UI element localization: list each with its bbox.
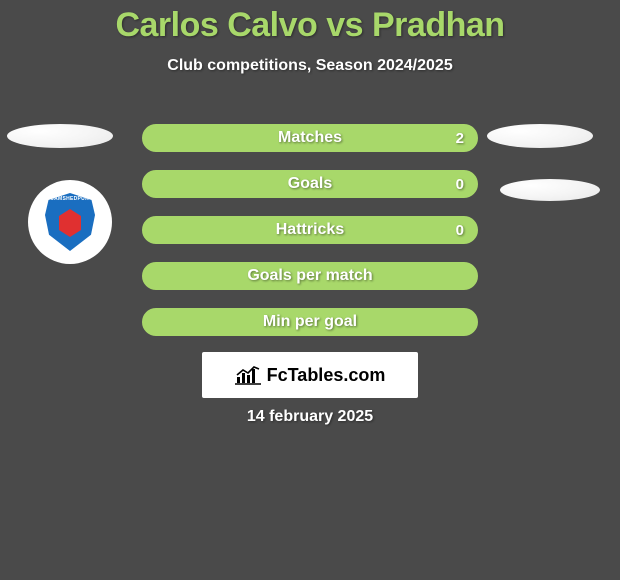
brand-link[interactable]: FcTables.com xyxy=(202,352,418,398)
club-logo-right-placeholder xyxy=(500,179,600,201)
club-badge-left: JAMSHEDPUR xyxy=(28,180,112,264)
club-shield-inner-icon xyxy=(59,209,81,237)
player-photo-left-placeholder xyxy=(7,124,113,148)
stat-label: Matches xyxy=(278,129,342,147)
stat-row-hattricks: Hattricks 0 xyxy=(140,214,480,246)
stat-row-goals-per-match: Goals per match xyxy=(140,260,480,292)
bar-chart-icon xyxy=(235,365,261,385)
stat-label: Min per goal xyxy=(263,313,357,331)
stat-value: 2 xyxy=(456,130,464,147)
stat-value: 0 xyxy=(456,176,464,193)
stats-panel: Matches 2 Goals 0 Hattricks 0 Goals per … xyxy=(140,122,480,352)
stat-label: Goals per match xyxy=(247,267,372,285)
stat-value: 0 xyxy=(456,222,464,239)
club-shield-icon: JAMSHEDPUR xyxy=(45,193,95,251)
page-subtitle: Club competitions, Season 2024/2025 xyxy=(0,57,620,75)
page-title: Carlos Calvo vs Pradhan xyxy=(0,0,620,45)
club-shield-text: JAMSHEDPUR xyxy=(45,196,95,202)
stat-row-matches: Matches 2 xyxy=(140,122,480,154)
stat-row-min-per-goal: Min per goal xyxy=(140,306,480,338)
brand-text: FcTables.com xyxy=(267,365,386,386)
stat-row-goals: Goals 0 xyxy=(140,168,480,200)
stat-label: Hattricks xyxy=(276,221,344,239)
stat-label: Goals xyxy=(288,175,332,193)
player-photo-right-placeholder xyxy=(487,124,593,148)
footer-date: 14 february 2025 xyxy=(0,408,620,426)
